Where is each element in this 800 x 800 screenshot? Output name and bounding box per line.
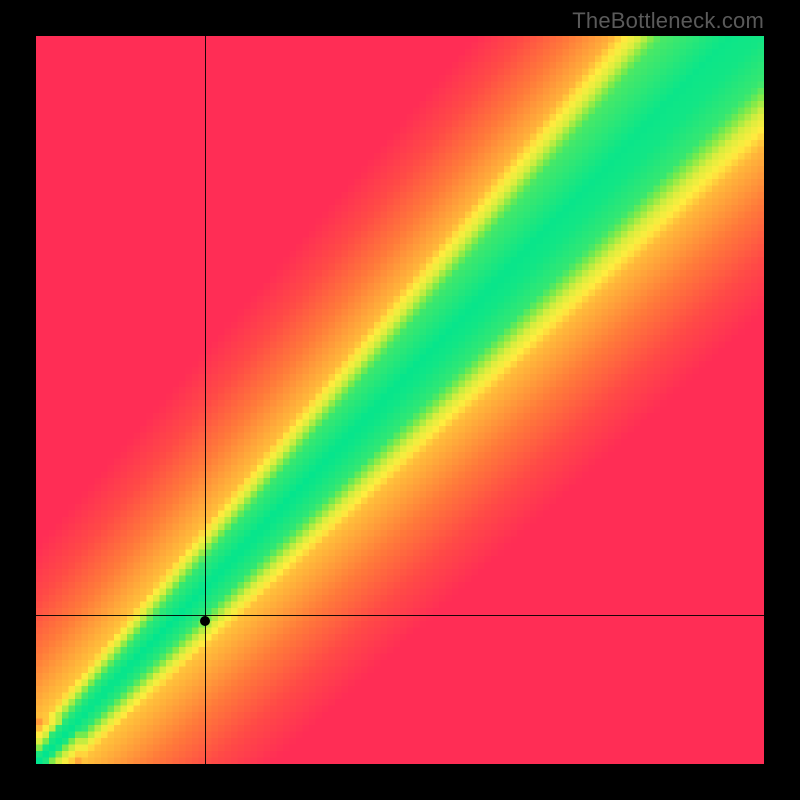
watermark-text: TheBottleneck.com bbox=[572, 8, 764, 34]
crosshair-vertical bbox=[205, 36, 206, 764]
crosshair-horizontal bbox=[36, 615, 764, 616]
heatmap-canvas bbox=[36, 36, 764, 764]
data-point-marker bbox=[200, 616, 210, 626]
heatmap-plot bbox=[36, 36, 764, 764]
